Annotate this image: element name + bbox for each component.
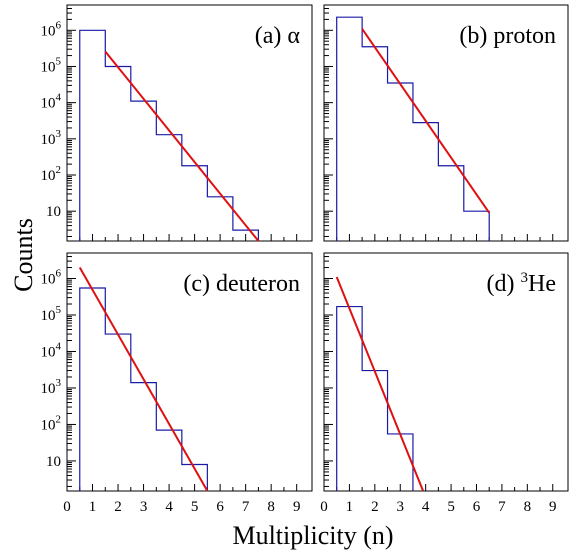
panel-label: (a) α <box>255 23 301 49</box>
y-tick-label: 105 <box>41 55 62 75</box>
panel-4: 0 1 2 3 4 5 6 7 8 9 (d) 3He <box>320 252 569 515</box>
histogram-bin <box>182 166 208 241</box>
y-tick-label: 106 <box>41 268 62 288</box>
histogram-series <box>79 287 208 491</box>
histogram-series <box>336 305 414 491</box>
panel-2: (b) proton <box>323 4 569 242</box>
x-tick-label: 0 <box>63 499 71 515</box>
x-axis-label: Multiplicity (n) <box>232 521 393 550</box>
histogram-series <box>336 16 490 241</box>
histogram-bin <box>388 434 413 491</box>
x-tick-label: 2 <box>371 499 379 515</box>
x-tick-label: 7 <box>242 499 250 515</box>
panel-3: 10 102 103 104 105 106 0 1 2 3 4 5 6 7 8 9 (c) deuteron <box>41 252 313 515</box>
x-tick-label: 6 <box>216 499 224 515</box>
x-tick-label: 5 <box>447 499 455 515</box>
y-tick-label: 103 <box>41 377 62 397</box>
plot-frame <box>323 4 569 242</box>
x-tick-label: 4 <box>165 499 173 515</box>
x-tick-label: 9 <box>549 499 557 515</box>
y-tick-label: 106 <box>41 19 62 39</box>
y-tick-label: 102 <box>41 413 62 433</box>
histogram-bin <box>105 66 131 241</box>
y-tick-label: 10 <box>46 454 61 470</box>
panel-label: (c) deuteron <box>183 271 300 297</box>
y-axis-label: Counts <box>9 218 38 292</box>
fit-line <box>335 276 425 492</box>
plot-frame <box>323 252 569 492</box>
histogram-bin <box>337 307 362 491</box>
x-tick-label: 5 <box>191 499 199 515</box>
x-tick-label: 8 <box>267 499 275 515</box>
y-tick-label: 104 <box>41 340 62 360</box>
fit-line <box>361 28 491 214</box>
y-tick-label: 105 <box>41 304 62 324</box>
plot-frame <box>66 4 313 242</box>
histogram-bin <box>388 83 413 241</box>
plot-frame <box>66 252 313 492</box>
histogram-bin <box>80 288 106 491</box>
y-tick-label: 103 <box>41 128 62 148</box>
y-tick-label: 104 <box>41 92 62 112</box>
histogram-bin <box>131 101 157 241</box>
fit-line <box>104 50 260 242</box>
x-tick-label: 6 <box>473 499 481 515</box>
histogram-bin <box>438 166 463 241</box>
x-tick-label: 3 <box>397 499 405 515</box>
histogram-bin <box>156 135 182 241</box>
fit-line <box>78 267 209 492</box>
x-tick-label: 3 <box>140 499 148 515</box>
y-tick-label: 102 <box>41 164 62 184</box>
panel-label: (d) 3He <box>487 270 556 297</box>
histogram-bin <box>413 123 438 241</box>
histogram-series <box>79 29 260 241</box>
x-tick-label: 8 <box>524 499 532 515</box>
histogram-bin <box>80 30 106 241</box>
histogram-bin <box>105 334 131 491</box>
y-tick-label: 10 <box>46 204 61 220</box>
x-tick-label: 1 <box>89 499 97 515</box>
x-tick-label: 0 <box>320 499 328 515</box>
x-tick-label: 9 <box>293 499 301 515</box>
histogram-bin <box>131 383 157 491</box>
panel-label: (b) proton <box>459 23 556 49</box>
x-tick-label: 2 <box>114 499 122 515</box>
panel-1: 10 102 103 104 105 106 (a) α <box>41 4 313 242</box>
x-tick-label: 7 <box>498 499 506 515</box>
histogram-bin <box>362 371 387 491</box>
histogram-bin <box>337 17 362 241</box>
histogram-bin <box>362 47 387 241</box>
x-tick-label: 4 <box>422 499 430 515</box>
x-tick-label: 1 <box>346 499 354 515</box>
